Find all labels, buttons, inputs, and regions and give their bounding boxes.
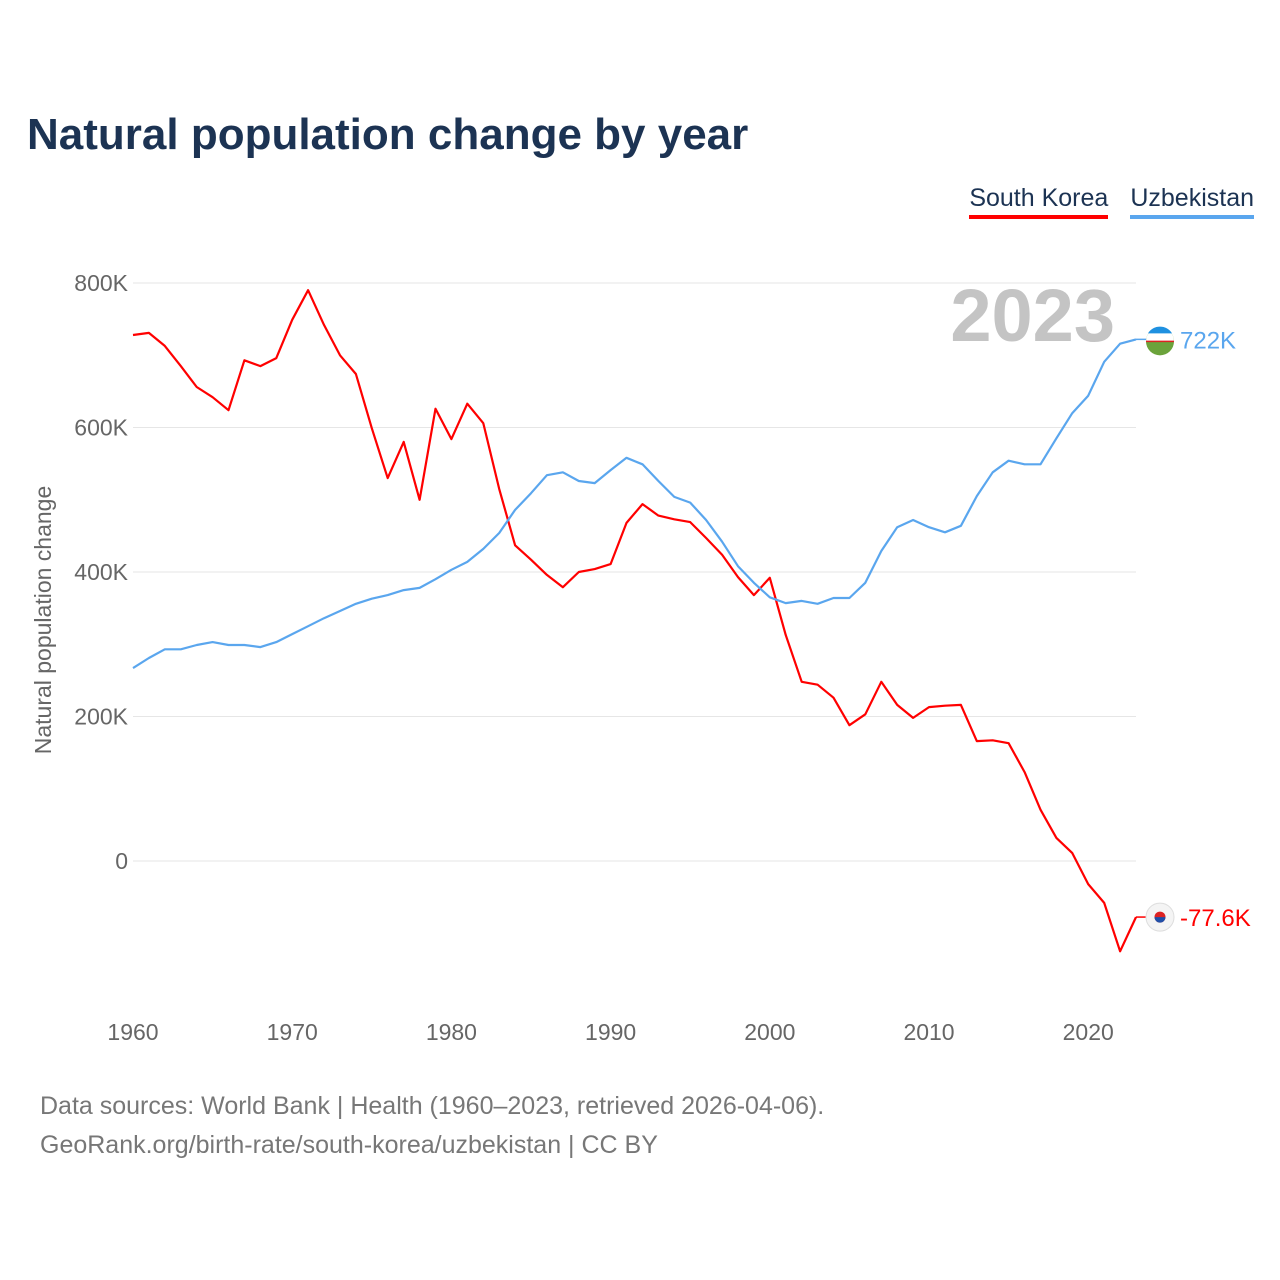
legend-south-korea[interactable]: South Korea [969,184,1109,219]
legend-uzbekistan[interactable]: Uzbekistan [1130,184,1254,219]
x-tick-label: 2000 [744,1019,795,1045]
x-tick-label: 1990 [585,1019,636,1045]
x-tick-label: 1980 [426,1019,477,1045]
x-tick-label: 1970 [267,1019,318,1045]
footer: Data sources: World Bank | Health (1960–… [40,1087,824,1165]
source-text: Data sources: World Bank | Health (1960–… [40,1092,825,1120]
y-tick-label: 600K [74,415,128,441]
series-line-south-korea [132,289,1137,953]
series-line-uzbekistan [132,338,1137,670]
end-value-label: -77.6K [1180,905,1251,932]
x-tick-label: 2010 [903,1019,954,1045]
legend: South Korea Uzbekistan [969,184,1254,219]
south-korea-flag-taeguk-blue [1154,917,1166,923]
end-value-label: 722K [1180,327,1236,354]
x-tick-label: 1960 [107,1019,158,1045]
uzbekistan-flag-blue [1148,326,1172,334]
line-chart: 0 200K 400K 600K 800K 1960 1970 1980 1990 2000 201… [30,270,1251,1045]
year-watermark: 2023 [950,274,1115,357]
y-tick-label: 400K [74,559,128,585]
y-tick-label: 0 [115,848,128,874]
y-axis-label: Natural population change [30,486,56,755]
y-tick-label: 800K [74,270,128,296]
source-link[interactable]: GeoRank.org/birth-rate/south-korea/uzbek… [40,1131,658,1159]
x-tick-label: 2020 [1063,1019,1114,1045]
y-tick-label: 200K [74,704,128,730]
chart-title: Natural population change by year [27,110,749,159]
